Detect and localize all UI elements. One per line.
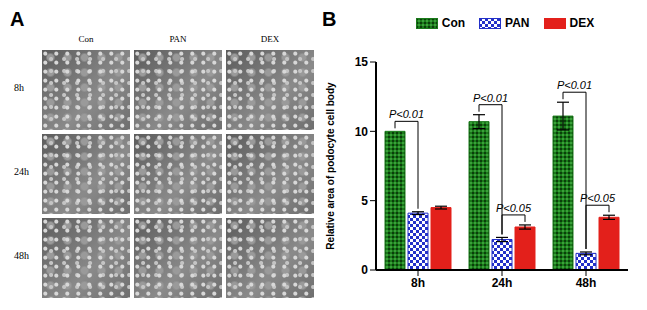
- html-text:Con: Con: [441, 16, 466, 30]
- svg-text:24h: 24h: [492, 276, 513, 290]
- html-text:A: A: [10, 8, 25, 30]
- svg-text:15: 15: [355, 55, 369, 69]
- html-text:PAN: PAN: [505, 16, 530, 30]
- svg-text:P<0.05: P<0.05: [580, 192, 616, 204]
- html-text:B: B: [322, 8, 337, 30]
- svg-text:0: 0: [361, 263, 368, 277]
- html-text:24h: 24h: [14, 166, 29, 177]
- html-text:PAN: PAN: [169, 34, 187, 44]
- html-text:Con: Con: [78, 34, 94, 44]
- svg-text:Relative area of podocyte cell: Relative area of podocyte cell body: [325, 82, 336, 250]
- html-text:DEX: DEX: [569, 16, 595, 30]
- svg-text:P<0.01: P<0.01: [389, 108, 424, 120]
- html-text:8h: 8h: [14, 82, 24, 93]
- svg-text:5: 5: [361, 194, 368, 208]
- svg-text:8h: 8h: [411, 276, 425, 290]
- svg-text:P<0.01: P<0.01: [473, 92, 508, 104]
- svg-text:10: 10: [355, 125, 369, 139]
- svg-text:P<0.05: P<0.05: [496, 202, 532, 214]
- html-text:DEX: DEX: [260, 34, 280, 44]
- html-text:48h: 48h: [14, 250, 29, 261]
- svg-text:48h: 48h: [576, 276, 597, 290]
- svg-text:P<0.01: P<0.01: [557, 79, 592, 91]
